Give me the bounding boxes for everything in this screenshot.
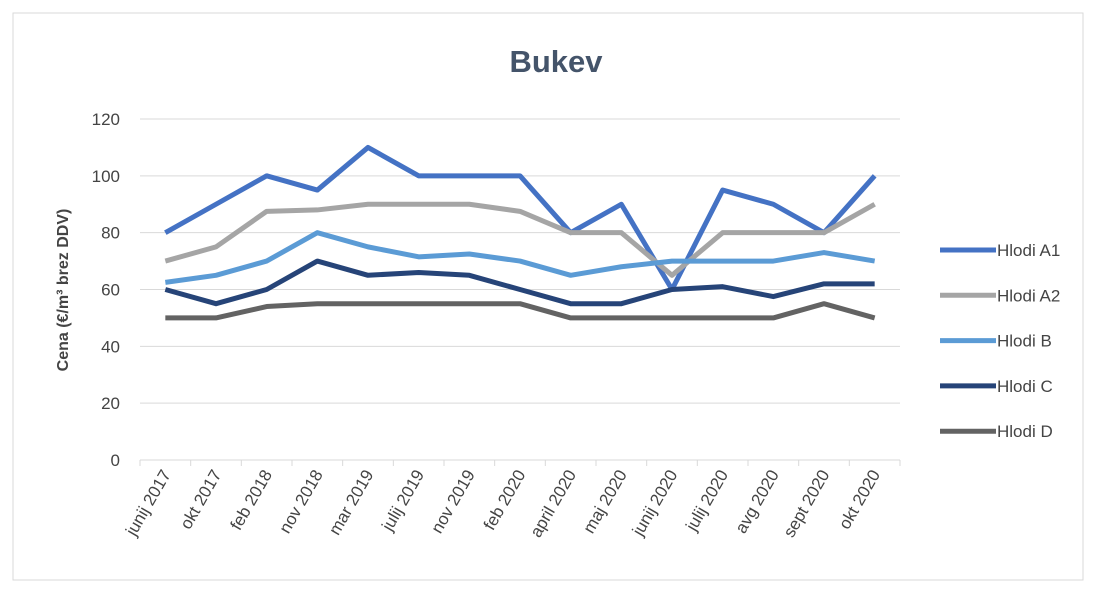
legend-label: Hlodi A2 bbox=[997, 286, 1060, 305]
y-axis-label: Cena (€/m³ brez DDV) bbox=[55, 209, 72, 372]
y-tick-label: 20 bbox=[101, 394, 120, 413]
legend-label: Hlodi D bbox=[997, 422, 1053, 441]
y-tick-label: 80 bbox=[101, 224, 120, 243]
y-tick-label: 0 bbox=[111, 451, 120, 470]
line-series bbox=[164, 144, 877, 292]
y-tick-label: 100 bbox=[92, 167, 120, 186]
line-series bbox=[164, 201, 876, 278]
legend-label: Hlodi A1 bbox=[997, 241, 1060, 260]
legend-label: Hlodi C bbox=[997, 377, 1053, 396]
line-series bbox=[164, 230, 876, 285]
line-series bbox=[164, 258, 875, 307]
y-tick-label: 60 bbox=[101, 281, 120, 300]
chart-title: Bukev bbox=[509, 44, 603, 79]
y-tick-label: 40 bbox=[101, 337, 120, 356]
legend-label: Hlodi B bbox=[997, 332, 1052, 351]
line-series bbox=[165, 301, 876, 321]
y-tick-label: 120 bbox=[92, 110, 120, 129]
